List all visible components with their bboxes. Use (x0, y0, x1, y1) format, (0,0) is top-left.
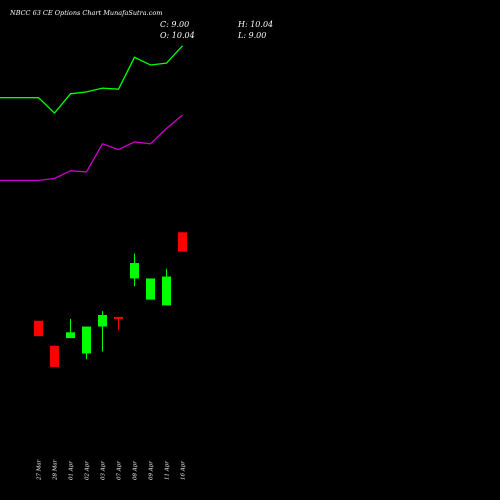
candle-body (34, 320, 43, 337)
candle-body (130, 263, 139, 279)
x-tick-label: 01 Apr (69, 461, 75, 480)
candle (34, 320, 43, 337)
candle (98, 311, 107, 352)
candle (82, 326, 91, 360)
close-value: C: 9.00 (160, 20, 189, 29)
x-tick-label: 16 Apr (181, 461, 187, 480)
candle-body (146, 278, 155, 300)
x-tick-label: 28 Mar (53, 459, 59, 481)
x-axis-tick-labels: 27 Mar 28 Mar 01 Apr 02 Apr 03 Apr 07 Apr 08 A… (37, 459, 187, 481)
indicator-line-2 (0, 114, 183, 182)
x-tick-label: 08 Apr (133, 461, 139, 480)
candles (34, 232, 187, 367)
candle-body (66, 332, 75, 339)
candle-body (162, 276, 171, 306)
candle (66, 318, 75, 339)
indicator-line-1 (0, 45, 183, 115)
candle (146, 278, 155, 300)
candle (130, 253, 139, 287)
x-tick-label: 11 Apr (165, 461, 171, 480)
x-tick-label: 09 Apr (149, 461, 155, 480)
candle (162, 268, 171, 306)
x-tick-label: 02 Apr (85, 461, 91, 480)
x-tick-label: 03 Apr (101, 461, 107, 480)
candle-body (98, 315, 107, 327)
candle-body (178, 232, 187, 252)
indicator-lines (0, 45, 183, 182)
candle-body (82, 326, 91, 354)
x-tick-label: 07 Apr (117, 461, 123, 480)
candle (178, 232, 187, 252)
open-value: O: 10.04 (160, 31, 195, 40)
candle-body (50, 345, 59, 367)
low-value: L: 9.00 (237, 31, 266, 40)
x-tick-label: 27 Mar (37, 459, 43, 481)
chart-title: NBCC 63 CE Options Chart MunafaSutra.com (9, 9, 162, 17)
candle (114, 316, 123, 331)
high-value: H: 10.04 (237, 20, 273, 29)
candle (50, 345, 59, 367)
candle-body (114, 316, 123, 319)
